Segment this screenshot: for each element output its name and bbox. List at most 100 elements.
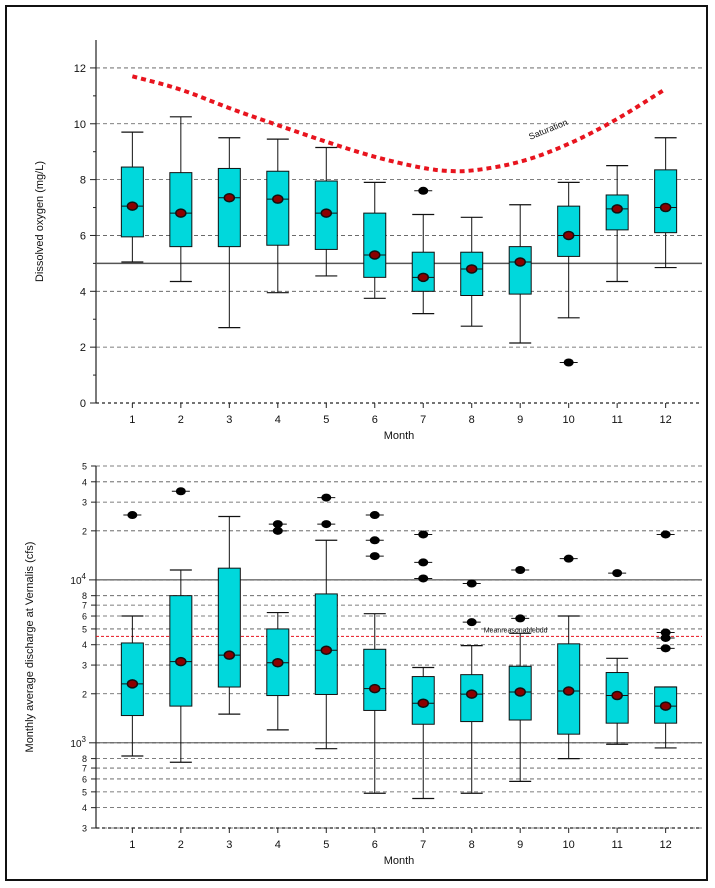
do-y-axis-label: Dissolved oxygen (mg/L) — [34, 161, 46, 282]
flow-x-tick-label: 4 — [275, 839, 281, 851]
flow-outlier — [660, 628, 671, 637]
decade-exponent: 4 — [82, 572, 87, 581]
do-mean-marker — [514, 257, 526, 267]
flow-outlier — [466, 618, 477, 627]
flow-mean-marker — [175, 656, 187, 667]
flow-x-tick-label: 12 — [660, 839, 672, 851]
flow-iqr-box — [169, 595, 193, 707]
do-x-tick-label: 12 — [660, 414, 672, 426]
flow-y-tick-label: 7 — [82, 601, 87, 611]
decade-base: 10 — [70, 576, 82, 587]
do-mean-marker — [223, 193, 236, 203]
do-y-tick-label: 12 — [74, 63, 86, 75]
flow-outlier — [175, 487, 186, 496]
flow-mean-marker — [369, 683, 381, 694]
do-x-tick-label: 2 — [178, 414, 184, 426]
do-x-tick-label: 11 — [611, 414, 622, 426]
flow-y-tick-label: 8 — [82, 591, 87, 601]
flow-outlier — [612, 569, 623, 578]
flow-mean-marker — [562, 686, 575, 696]
do-iqr-box — [363, 212, 387, 278]
do-y-tick-label: 8 — [80, 175, 86, 187]
do-y-tick-label: 10 — [74, 119, 86, 131]
flow-y-tick-label: 4 — [82, 477, 87, 487]
do-x-tick-label: 1 — [129, 414, 135, 426]
do-x-tick-label: 7 — [420, 414, 426, 426]
flow-x-tick-label: 2 — [178, 839, 184, 851]
flow-iqr-box — [217, 567, 241, 688]
do-box-month-11 — [605, 165, 629, 283]
flow-outlier — [321, 493, 332, 502]
flow-x-tick-label: 5 — [323, 839, 329, 851]
do-mean-marker — [175, 208, 187, 218]
flow-outlier — [563, 554, 574, 563]
do-outlier — [563, 358, 574, 367]
flow-x-tick-label: 3 — [226, 839, 232, 851]
flow-mean-marker — [611, 690, 623, 701]
flow-x-tick-label: 8 — [469, 839, 475, 851]
do-box-month-8 — [460, 216, 484, 327]
saturation-label: Saturation — [527, 117, 569, 142]
flow-box-month-1 — [120, 511, 144, 757]
figure-frame: 0 2 4 6 8 10 12 Dissolved oxygen (mg/L) 1 2 3 4 5 6 7 8… — [5, 5, 708, 881]
do-x-tick-label: 10 — [563, 414, 575, 426]
do-iqr-box — [654, 169, 678, 234]
flow-y-tick-label: 2 — [82, 526, 87, 536]
do-x-tick-label: 3 — [226, 414, 232, 426]
flow-box-month-12 — [654, 530, 678, 749]
flow-y-decade-label: 103 — [70, 735, 86, 750]
do-mean-marker — [562, 230, 575, 241]
flow-mean-marker — [126, 679, 139, 689]
flow-outlier — [418, 530, 429, 539]
do-box-month-6 — [363, 181, 387, 299]
flow-outlier — [515, 614, 526, 623]
flow-box-month-11 — [605, 569, 629, 745]
flow-y-tick-label: 3 — [82, 498, 87, 508]
do-mean-marker — [272, 194, 284, 204]
do-x-tick-label: 4 — [275, 414, 281, 426]
flow-box-month-7 — [411, 530, 435, 800]
do-x-tick-label: 8 — [469, 414, 475, 426]
flow-outlier — [369, 536, 380, 545]
flow-y-tick-label: 5 — [82, 787, 87, 797]
do-box-month-10 — [557, 181, 581, 367]
flow-box-month-6 — [363, 511, 387, 794]
do-x-tick-label: 9 — [517, 414, 523, 426]
flow-y-tick-label: 4 — [82, 803, 87, 813]
flow-x-tick-label: 11 — [611, 839, 622, 851]
flow-box-month-4 — [266, 520, 290, 731]
do-mean-marker — [126, 201, 139, 211]
saturation-curve — [131, 74, 667, 174]
flow-mean-marker — [223, 650, 236, 660]
do-box-month-4 — [266, 138, 290, 294]
flow-y-tick-label: 5 — [82, 462, 87, 472]
decade-base: 10 — [70, 739, 82, 750]
do-iqr-box — [508, 246, 532, 295]
do-mean-marker — [465, 264, 478, 274]
do-mean-marker — [611, 204, 623, 214]
flow-y-tick-label: 5 — [82, 624, 87, 634]
flow-y-tick-label: 7 — [82, 764, 87, 774]
flow-outlier — [660, 644, 671, 653]
do-y-tick-label: 4 — [80, 286, 86, 298]
flow-y-decade-label: 104 — [70, 572, 86, 587]
flow-y-tick-label: 4 — [82, 640, 87, 650]
flow-mean-marker — [659, 701, 672, 711]
flow-y-axis-label: Monthly average discharge at Vernalis (c… — [24, 542, 36, 753]
flow-box-month-3 — [217, 515, 241, 715]
flow-mean-marker — [514, 687, 526, 697]
do-iqr-box — [411, 251, 435, 292]
do-box-month-9 — [508, 204, 532, 344]
flow-iqr-box — [363, 648, 387, 711]
flow-box-month-2 — [169, 487, 193, 763]
flow-outlier — [418, 574, 429, 583]
flow-box-month-8 — [460, 579, 484, 794]
flow-outlier — [127, 511, 138, 520]
flow-outlier — [272, 526, 283, 535]
do-box-month-5 — [314, 146, 338, 277]
do-box-month-2 — [169, 116, 193, 283]
flow-y-tick-label: 6 — [82, 612, 87, 622]
flow-box-month-9 — [508, 565, 532, 782]
flow-iqr-box — [314, 593, 338, 695]
